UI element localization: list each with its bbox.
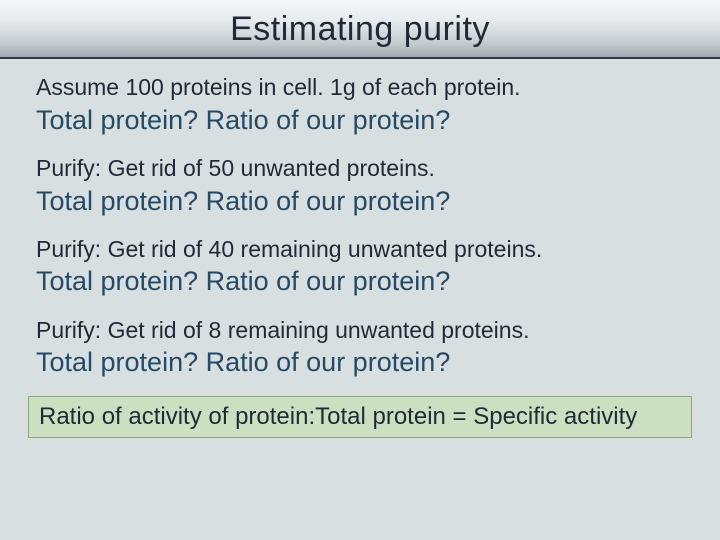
step-statement: Assume 100 proteins in cell. 1g of each …: [36, 73, 684, 102]
step-question: Total protein? Ratio of our protein?: [36, 103, 684, 138]
step-question: Total protein? Ratio of our protein?: [36, 184, 684, 219]
definition-box: Ratio of activity of protein:Total prote…: [28, 396, 692, 438]
slide-title: Estimating purity: [0, 10, 720, 49]
content-area: Assume 100 proteins in cell. 1g of each …: [0, 59, 720, 380]
title-bar: Estimating purity: [0, 0, 720, 59]
slide: Estimating purity Assume 100 proteins in…: [0, 0, 720, 540]
step-statement: Purify: Get rid of 8 remaining unwanted …: [36, 316, 684, 345]
step-block: Assume 100 proteins in cell. 1g of each …: [36, 73, 684, 138]
step-block: Purify: Get rid of 40 remaining unwanted…: [36, 235, 684, 300]
step-question: Total protein? Ratio of our protein?: [36, 345, 684, 380]
step-statement: Purify: Get rid of 40 remaining unwanted…: [36, 235, 684, 264]
step-question: Total protein? Ratio of our protein?: [36, 264, 684, 299]
step-block: Purify: Get rid of 50 unwanted proteins.…: [36, 154, 684, 219]
step-block: Purify: Get rid of 8 remaining unwanted …: [36, 316, 684, 381]
step-statement: Purify: Get rid of 50 unwanted proteins.: [36, 154, 684, 183]
